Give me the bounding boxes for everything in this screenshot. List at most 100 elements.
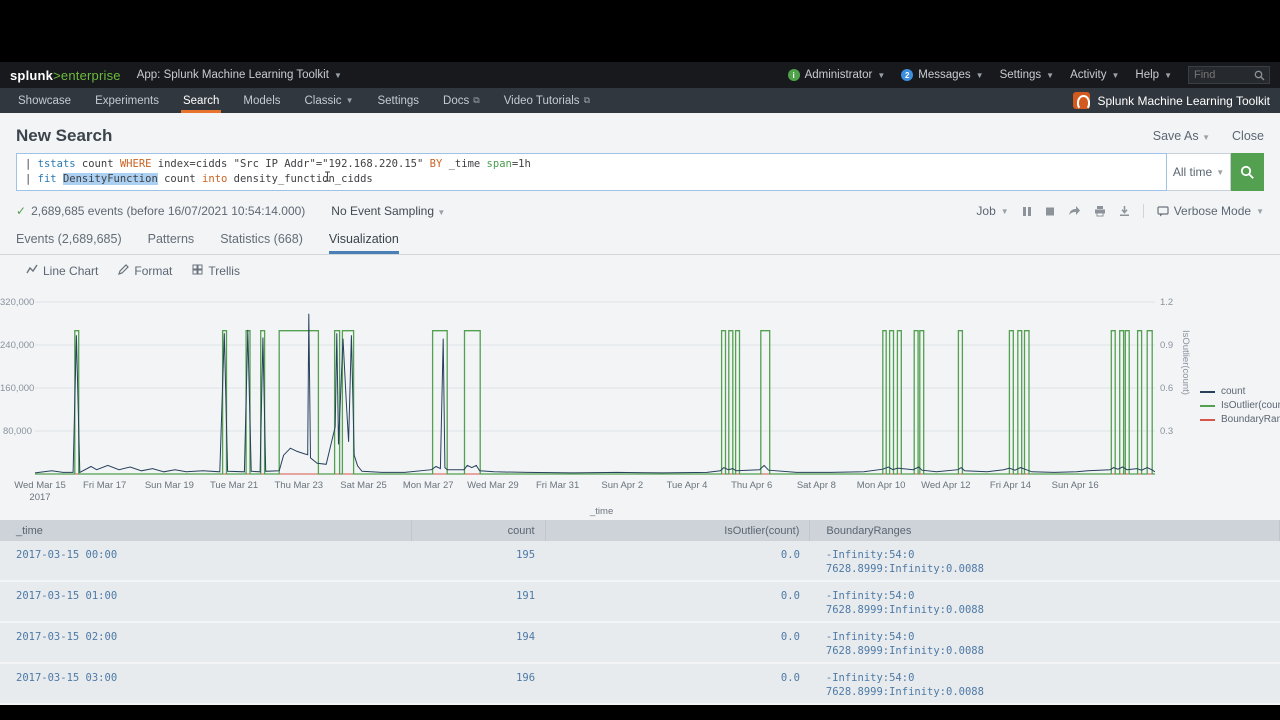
column-header-time[interactable]: _time [0, 520, 413, 541]
cell-count[interactable]: 191 [411, 581, 546, 623]
pause-button[interactable] [1022, 206, 1032, 217]
legend-swatch [1200, 418, 1215, 421]
query-line-1: | tstats count WHERE index=cidds "Src IP… [25, 157, 1158, 172]
share-button[interactable] [1068, 205, 1081, 217]
cell-outlier[interactable]: 0.0 [545, 581, 810, 623]
export-button[interactable] [1119, 205, 1130, 217]
x-axis-tick: Thu Mar 23 [274, 480, 324, 491]
legend-item-count[interactable]: count [1200, 386, 1280, 397]
cell-count[interactable]: 195 [411, 541, 546, 582]
right-axis-title: IsOutlier(count) [1180, 330, 1191, 395]
mltk-logo-icon [1073, 92, 1091, 109]
close-button[interactable]: Close [1232, 129, 1264, 143]
cell-outlier[interactable]: 0.0 [545, 663, 810, 705]
job-menu[interactable]: Job ▼ [976, 204, 1008, 218]
app-menu[interactable]: App: Splunk Machine Learning Toolkit ▼ [137, 69, 342, 81]
settings-label: Settings [999, 69, 1042, 81]
x-axis-tick: Wed Apr 12 [921, 480, 971, 491]
boundary-range-line: 7628.8999:Infinity:0.0088 [825, 604, 984, 616]
job-status-bar: ✓ 2,689,685 events (before 16/07/2021 10… [16, 200, 1264, 222]
cell-boundary[interactable]: -Infinity:54:0 7628.8999:Infinity:0.0088 [809, 622, 1280, 664]
nav-item-showcase[interactable]: Showcase [6, 88, 83, 113]
search-button[interactable] [1231, 153, 1264, 191]
tab-events[interactable]: Events (2,689,685) [16, 232, 122, 246]
nav-item-search[interactable]: Search [171, 88, 231, 113]
chart-plot[interactable] [35, 290, 1155, 480]
query-token: count [157, 173, 203, 185]
cell-boundary[interactable]: -Infinity:54:0 7628.8999:Infinity:0.0088 [809, 581, 1280, 623]
cell-time[interactable]: 2017-03-15 03:00 [0, 663, 412, 705]
line-chart-icon [26, 264, 38, 278]
cell-count[interactable]: 194 [411, 622, 546, 664]
x-axis-tick: Sun Mar 19 [144, 480, 194, 491]
boundary-range-line: -Infinity:54:0 [825, 672, 915, 684]
boundary-range-line: -Infinity:54:0 [825, 631, 915, 643]
table-row: 2017-03-15 02:00 194 0.0 -Infinity:54:0 7628… [0, 622, 1280, 664]
x-axis-tick: Tue Mar 21 [209, 480, 259, 491]
splunk-logo[interactable]: splunk>enterprise [10, 68, 121, 83]
tab-visualization[interactable]: Visualization [328, 228, 399, 254]
cell-time[interactable]: 2017-03-15 02:00 [0, 622, 412, 664]
nav-item-settings[interactable]: Settings [365, 88, 431, 113]
tab-statistics[interactable]: Statistics (668) [220, 232, 303, 246]
app-brand: Splunk Machine Learning Toolkit [1073, 88, 1274, 113]
cell-count[interactable]: 196 [411, 663, 546, 705]
search-bar: | tstats count WHERE index=cidds "Src IP… [16, 153, 1264, 191]
stop-button[interactable] [1045, 206, 1055, 217]
check-icon: ✓ [16, 204, 27, 218]
x-axis-tick: Mon Mar 27 [402, 480, 454, 491]
column-header-count[interactable]: count [411, 520, 546, 541]
print-button[interactable] [1094, 205, 1106, 217]
format-button[interactable]: Format [118, 264, 172, 278]
user-avatar: i [787, 69, 800, 81]
cell-boundary[interactable]: -Infinity:54:0 7628.8999:Infinity:0.0088 [809, 541, 1280, 582]
search-input[interactable]: | tstats count WHERE index=cidds "Src IP… [16, 153, 1167, 191]
results-table: _time count IsOutlier(count) BoundaryRanges… [0, 520, 1280, 705]
table-row: 2017-03-15 03:00 196 0.0 -Infinity:54:0 7628… [0, 663, 1280, 705]
nav-item-label: Showcase [18, 94, 72, 107]
nav-item-video-tutorials[interactable]: Video Tutorials ⧉ [492, 88, 602, 113]
query-token [57, 173, 63, 185]
x-axis-title: _time [590, 506, 614, 517]
find-input[interactable] [1194, 69, 1254, 81]
nav-item-label: Settings [377, 94, 420, 107]
column-header-boundaryranges[interactable]: BoundaryRanges [809, 520, 1280, 541]
query-token: tstats [37, 158, 76, 170]
line-chart-button[interactable]: Line Chart [26, 264, 98, 278]
time-range-picker[interactable]: All time ▼ [1167, 153, 1231, 191]
cell-outlier[interactable]: 0.0 [545, 541, 810, 582]
cell-boundary[interactable]: -Infinity:54:0 7628.8999:Infinity:0.0088 [809, 663, 1280, 705]
user-menu[interactable]: i Administrator ▼ [787, 69, 885, 81]
legend-item-isoutlier-count-[interactable]: IsOutlier(count) [1200, 400, 1280, 411]
pencil-icon [118, 264, 130, 278]
legend-item-boundaryranges[interactable]: BoundaryRanges [1200, 414, 1280, 425]
settings-menu[interactable]: Settings ▼ [1000, 69, 1054, 81]
app-menu-label: App: Splunk Machine Learning Toolkit [136, 69, 329, 81]
verbose-mode-icon [1157, 205, 1169, 216]
chart-area: IsOutlier(count) Wed Mar 15 2017 Fri Mar 1… [0, 282, 1280, 517]
activity-menu[interactable]: Activity ▼ [1070, 69, 1119, 81]
trellis-button[interactable]: Trellis [192, 264, 240, 278]
cell-outlier[interactable]: 0.0 [545, 622, 810, 664]
table-header-row: _time count IsOutlier(count) BoundaryRanges [0, 520, 1280, 541]
nav-item-docs[interactable]: Docs ⧉ [431, 88, 492, 113]
event-sampling-menu[interactable]: No Event Sampling ▼ [331, 204, 445, 218]
nav-item-label: Video Tutorials [503, 94, 580, 107]
tab-patterns[interactable]: Patterns [147, 232, 195, 246]
page-title: New Search [16, 126, 113, 145]
save-as-button[interactable]: Save As ▼ [1153, 129, 1210, 143]
nav-item-models[interactable]: Models [231, 88, 292, 113]
search-mode-menu[interactable]: Verbose Mode ▼ [1157, 204, 1264, 218]
cell-time[interactable]: 2017-03-15 01:00 [0, 581, 412, 623]
cell-time[interactable]: 2017-03-15 00:00 [0, 541, 412, 582]
chevron-down-icon: ▼ [1164, 70, 1172, 80]
nav-item-classic[interactable]: Classic ▼ [293, 88, 366, 113]
legend-swatch [1200, 404, 1215, 407]
nav-item-experiments[interactable]: Experiments [83, 88, 171, 113]
left-axis-tick: 320,000 [0, 297, 35, 308]
messages-menu[interactable]: 2 Messages ▼ [901, 69, 984, 81]
help-menu[interactable]: Help ▼ [1135, 69, 1172, 81]
chevron-down-icon: ▼ [437, 208, 446, 217]
column-header-isoutliercount[interactable]: IsOutlier(count) [545, 520, 811, 541]
print-icon [1094, 206, 1105, 217]
